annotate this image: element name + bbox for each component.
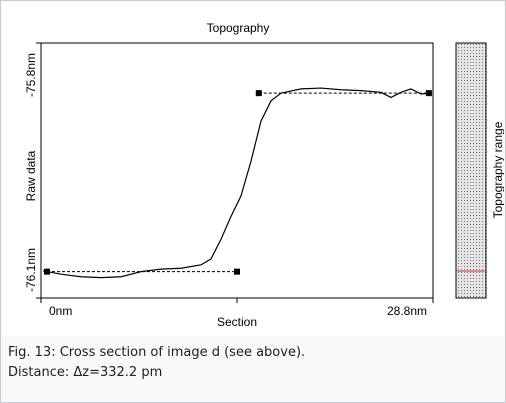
- line: [42, 87, 432, 279]
- caption-line: Fig. 13: Cross section of image d (see a…: [8, 345, 306, 360]
- x-tick-label: 0nm: [49, 304, 72, 318]
- y-axis-label: Raw data: [24, 150, 38, 201]
- x-tick-label: 28.8nm: [387, 304, 427, 318]
- colorbar: [455, 42, 487, 299]
- chart: Topography Section Raw data Topography r…: [2, 2, 504, 336]
- plot-frame: [40, 42, 434, 299]
- cursor-handle: [43, 268, 50, 275]
- colorbar-label: Topography range: [491, 121, 504, 218]
- cursor-handle: [425, 90, 432, 97]
- cursor-handle: [255, 90, 262, 97]
- cursor-handle: [234, 268, 240, 275]
- y-tick-label: -76.1nm: [24, 248, 38, 292]
- x-axis-label: Section: [217, 315, 257, 329]
- chart-title: Topography: [207, 21, 270, 35]
- caption: Fig. 13: Cross section of image d (see a…: [8, 343, 498, 383]
- y-tick-label: -75.8nm: [24, 53, 38, 97]
- caption-line: Distance: Δz=332.2 pm: [8, 365, 163, 380]
